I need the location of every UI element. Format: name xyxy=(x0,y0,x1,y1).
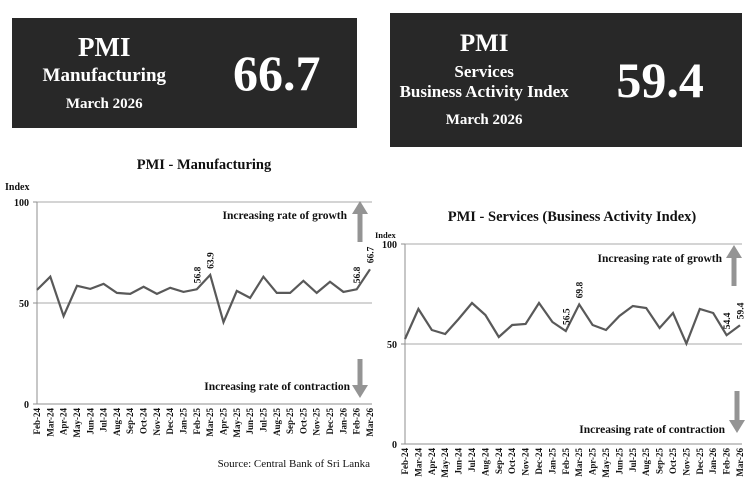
card-text-block: PMI Manufacturing March 2026 xyxy=(12,32,197,113)
y-axis-caption: Index xyxy=(375,230,397,240)
y-tick-label: 0 xyxy=(24,400,29,411)
x-tick-label: Nov-24 xyxy=(152,408,162,436)
growth-arrow-up-icon xyxy=(352,201,368,242)
pmi-series-line xyxy=(36,268,371,326)
point-value-label: 63.9 xyxy=(207,252,217,269)
point-value-label: 56.5 xyxy=(562,308,572,325)
x-tick-label: Jul-24 xyxy=(467,448,477,473)
point-value-label: 56.8 xyxy=(193,266,203,283)
x-tick-label: May-25 xyxy=(232,408,242,438)
card-subtitle-2: Business Activity Index xyxy=(399,81,569,101)
x-tick-label: Aug-25 xyxy=(272,408,282,437)
point-value-label: 69.8 xyxy=(576,282,586,299)
x-tick-label: Dec-25 xyxy=(695,448,705,475)
x-tick-label: Mar-26 xyxy=(365,408,375,437)
x-tick-label: Sep-25 xyxy=(655,448,665,475)
x-tick-label: Jan-26 xyxy=(708,448,718,475)
pmi-manufacturing-value: 66.7 xyxy=(233,45,321,101)
x-tick-label: Nov-25 xyxy=(681,448,691,476)
contraction-arrow-down-icon xyxy=(729,391,745,433)
card-subtitle: Services xyxy=(454,62,514,82)
x-tick-label: Aug-24 xyxy=(112,408,122,437)
x-tick-label: Nov-24 xyxy=(521,448,531,476)
x-tick-label: Jul-24 xyxy=(99,408,109,433)
x-tick-label: Oct-24 xyxy=(507,448,517,474)
card-date: March 2026 xyxy=(65,96,143,113)
x-tick-label: Oct-25 xyxy=(668,448,678,474)
point-value-label: 66.7 xyxy=(367,246,377,263)
x-tick-label: Jun-25 xyxy=(614,448,624,475)
card-date: March 2026 xyxy=(445,112,523,129)
x-tick-label: Dec-24 xyxy=(165,408,175,435)
point-value-label: 54.4 xyxy=(723,312,733,329)
services-line-chart: 0 50 100 PMI - Services (Business Activity … xyxy=(375,209,747,478)
card-text-block: PMI Services Business Activity Index Mar… xyxy=(390,30,578,129)
x-tick-label: Jul-25 xyxy=(258,408,268,433)
x-tick-label: Jun-24 xyxy=(454,448,464,475)
source-note: Source: Central Bank of Sri Lanka xyxy=(218,458,371,470)
chart-title: PMI - Services (Business Activity Index) xyxy=(448,209,697,225)
x-tick-label: Jan-25 xyxy=(179,408,189,435)
card-subtitle: Manufacturing xyxy=(42,65,167,87)
x-tick-label: Feb-26 xyxy=(722,448,732,475)
x-tick-label: Jan-25 xyxy=(547,448,557,475)
x-tick-label: Jun-25 xyxy=(245,408,255,435)
x-tick-label: May-24 xyxy=(440,448,450,478)
x-tick-label: Feb-26 xyxy=(352,408,362,435)
x-tick-label: Apr-25 xyxy=(218,408,228,436)
chart-title: PMI - Manufacturing xyxy=(137,157,272,173)
x-tick-label: Dec-24 xyxy=(534,448,544,475)
pmi-manufacturing-card: PMI Manufacturing March 2026 66.7 xyxy=(12,18,357,128)
y-tick-label: 100 xyxy=(14,198,29,209)
x-tick-label: Sep-24 xyxy=(494,448,504,475)
x-tick-label: Oct-25 xyxy=(298,408,308,434)
x-tick-label: Feb-25 xyxy=(192,408,202,435)
x-tick-label: Sep-24 xyxy=(125,408,135,435)
x-tick-label: Nov-25 xyxy=(312,408,322,436)
x-tick-label: Mar-24 xyxy=(413,448,423,477)
card-title: PMI xyxy=(459,30,509,58)
x-tick-label: Mar-25 xyxy=(205,408,215,437)
pmi-services-card: PMI Services Business Activity Index Mar… xyxy=(390,13,742,147)
pmi-series-line xyxy=(403,301,741,347)
x-tick-label: Sep-25 xyxy=(285,408,295,435)
contraction-annotation: Increasing rate of contraction xyxy=(204,381,350,393)
growth-annotation: Increasing rate of growth xyxy=(223,210,348,222)
x-tick-label: Apr-25 xyxy=(588,448,598,476)
pmi-services-value: 59.4 xyxy=(616,52,704,108)
x-tick-label: Aug-25 xyxy=(641,448,651,477)
x-tick-label: Jun-24 xyxy=(85,408,95,435)
contraction-arrow-down-icon xyxy=(352,359,368,398)
x-tick-label: Jul-25 xyxy=(628,448,638,473)
x-tick-label: Feb-25 xyxy=(561,448,571,475)
x-tick-label: Mar-25 xyxy=(574,448,584,477)
y-tick-label: 50 xyxy=(387,340,397,351)
y-tick-label: 100 xyxy=(382,240,397,251)
growth-arrow-up-icon xyxy=(726,245,742,286)
x-tick-label: Feb-24 xyxy=(400,448,410,475)
x-tick-label: Mar-26 xyxy=(735,448,745,477)
growth-annotation: Increasing rate of growth xyxy=(598,253,723,265)
x-tick-label: May-24 xyxy=(72,408,82,438)
x-tick-label: May-25 xyxy=(601,448,611,478)
x-tick-label: Oct-24 xyxy=(139,408,149,434)
card-title: PMI xyxy=(78,32,131,63)
point-value-label: 59.4 xyxy=(737,302,747,319)
y-tick-label: 0 xyxy=(392,440,397,451)
x-tick-label: Mar-24 xyxy=(45,408,55,437)
y-axis-caption: Index xyxy=(5,182,29,193)
y-tick-label: 50 xyxy=(19,299,29,310)
x-tick-label: Jan-26 xyxy=(338,408,348,435)
x-tick-label: Apr-24 xyxy=(59,408,69,436)
point-value-label: 56.8 xyxy=(353,266,363,283)
x-tick-label: Dec-25 xyxy=(325,408,335,435)
contraction-annotation: Increasing rate of contraction xyxy=(579,424,725,436)
x-tick-label: Aug-24 xyxy=(480,448,490,477)
x-tick-label: Apr-24 xyxy=(427,448,437,476)
x-tick-label: Feb-24 xyxy=(32,408,42,435)
